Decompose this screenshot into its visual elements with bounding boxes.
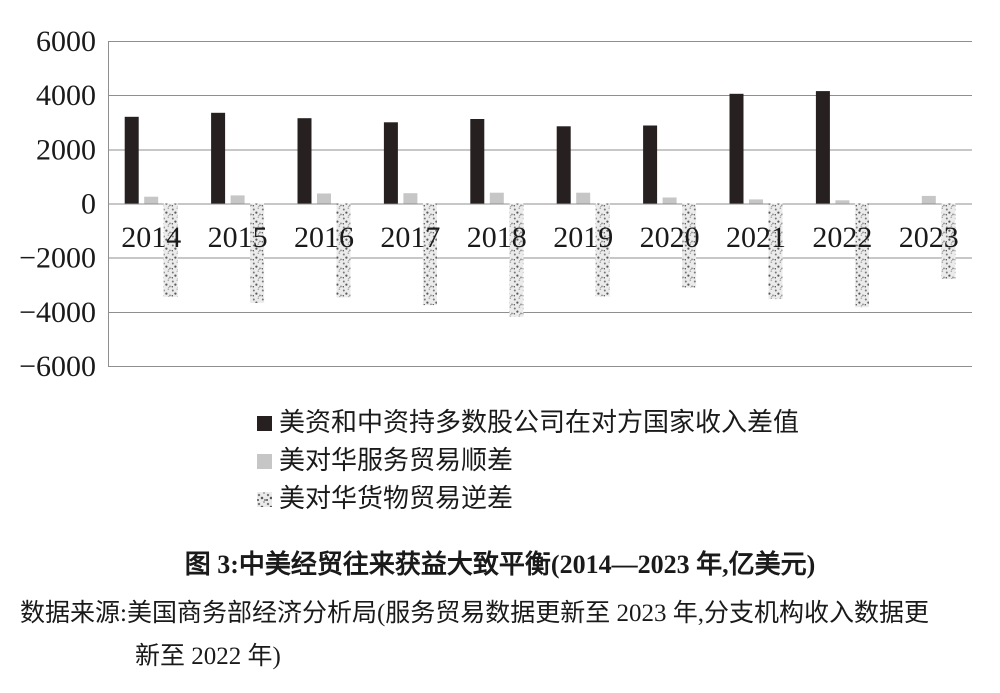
y-axis-labels: 6000 4000 2000 0 −2000 −4000 −6000 [19,25,96,383]
x-tick-label: 2019 [553,221,613,254]
bar-2019-series1 [576,192,591,204]
bar-2015-series0 [211,112,226,204]
bar-2017-series2 [422,203,437,306]
legend-swatch-gray-icon [257,453,272,469]
legend-swatch-dark-icon [257,415,272,431]
figure-source-line1: 数据来源:美国商务部经济分析局(服务贸易数据更新至 2023 年,分支机构收入数… [20,600,930,627]
bar-2023-series2 [941,203,956,280]
x-tick-label: 2015 [208,221,268,254]
x-tick-label: 2014 [121,221,181,254]
figure-source-line2: 新至 2022 年) [135,643,281,670]
bar-2018-series2 [509,203,524,317]
bar-2023-series1 [921,195,936,204]
bar-2018-series1 [489,192,504,204]
x-tick-label: 2018 [467,221,527,254]
series-1 [144,192,936,204]
y-tick-label: −6000 [19,350,96,383]
x-tick-label: 2020 [640,221,700,254]
bar-2015-series1 [230,195,245,204]
legend-label: 美对华货物贸易逆差 [279,484,514,513]
chart-legend: 美资和中资持多数股公司在对方国家收入差值 美对华服务贸易顺差 美对华货物贸易逆差 [257,408,799,522]
bar-2022-series1 [835,200,850,204]
y-tick-label: 0 [81,188,96,221]
bar-2019-series2 [595,203,610,297]
figure-title: 图 3:中美经贸往来获益大致平衡(2014—2023 年,亿美元) [184,550,816,579]
legend-item-services-surplus: 美对华服务贸易顺差 [257,446,799,476]
bar-2017-series1 [403,193,418,204]
bar-2022-series0 [815,91,830,204]
bar-2022-series2 [854,203,869,308]
y-tick-label: 2000 [36,133,96,166]
y-tick-label: 4000 [36,79,96,112]
gridlines [108,41,972,367]
series-0 [124,91,830,204]
x-tick-label: 2022 [812,221,872,254]
x-axis-labels: 2014 2015 2016 2017 2018 2019 2020 2021 2022 2023 [121,221,959,254]
legend-label: 美对华服务贸易顺差 [279,446,514,475]
series-2 [163,203,956,317]
bar-2017-series0 [383,122,398,204]
x-tick-label: 2023 [899,221,959,254]
y-tick-label: −4000 [19,296,96,329]
bar-2015-series2 [250,203,265,303]
legend-label: 美资和中资持多数股公司在对方国家收入差值 [279,408,800,437]
bar-2014-series0 [124,116,139,204]
bar-2020-series0 [643,125,658,204]
y-tick-label: −2000 [19,242,96,275]
bar-2016-series0 [297,118,312,204]
bar-2016-series1 [317,193,331,204]
bar-2020-series2 [682,203,697,288]
bar-2020-series1 [662,197,677,204]
x-tick-label: 2021 [726,221,786,254]
bar-2021-series2 [768,203,783,300]
bar-2018-series0 [470,119,485,204]
bar-2014-series1 [144,196,159,204]
bar-2014-series2 [163,203,178,297]
legend-item-goods-deficit: 美对华货物贸易逆差 [257,484,799,514]
x-tick-label: 2017 [380,221,440,254]
bar-2021-series0 [729,93,744,204]
bar-chart: 6000 4000 2000 0 −2000 −4000 −6000 2014 2015 2016… [19,25,972,383]
legend-swatch-speckle-icon [257,491,272,507]
legend-item-affiliate-income: 美资和中资持多数股公司在对方国家收入差值 [257,408,799,438]
bar-2021-series1 [749,199,763,204]
bar-2016-series2 [336,203,351,298]
y-tick-label: 6000 [36,25,96,58]
x-tick-label: 2016 [294,221,354,254]
bar-2019-series0 [556,126,571,204]
